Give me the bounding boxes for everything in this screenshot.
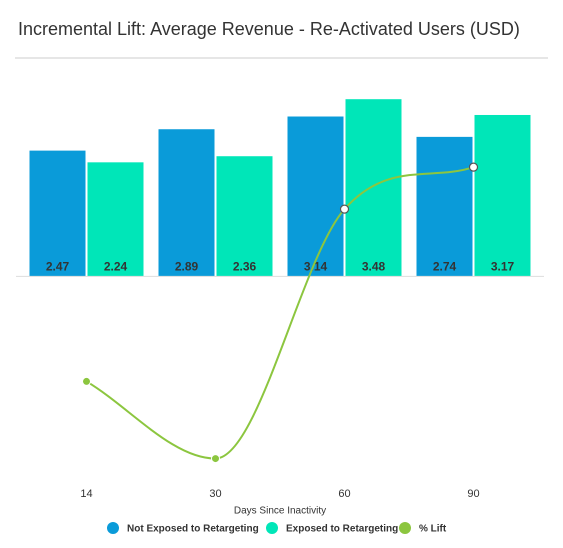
legend-marker [107,522,119,534]
value-label: 3.14 [304,260,328,274]
value-label: 2.24 [104,260,128,274]
bar [29,150,86,277]
legend-label: Exposed to Retargeting [286,524,398,535]
chart-title: Incremental Lift: Average Revenue - Re-A… [18,19,520,39]
legend-marker [266,522,278,534]
bar [87,162,144,277]
x-tick-label: 14 [80,488,92,500]
x-tick-label: 30 [209,488,221,500]
lift-point [339,204,350,214]
bar [474,114,531,277]
value-label: 2.74 [433,260,457,274]
value-label: 2.89 [175,260,199,274]
x-tick-label: 90 [467,488,479,500]
lift-line [85,166,474,460]
value-label: 3.48 [362,260,386,274]
lift-point [211,454,220,464]
bar [416,136,473,277]
x-axis-title: Days Since Inactivity [234,506,326,517]
lift-point [468,162,479,172]
value-label: 3.17 [491,260,515,274]
legend-marker [399,522,411,534]
bar [216,156,273,277]
lift-point [82,376,91,386]
legend-label: Not Exposed to Retargeting [127,524,259,535]
value-label: 2.36 [233,260,257,274]
x-tick-label: 60 [338,488,350,500]
value-label: 2.47 [46,260,70,274]
bar [287,116,344,277]
bar [345,99,402,277]
legend-label: % Lift [419,524,447,535]
bar [158,129,215,277]
